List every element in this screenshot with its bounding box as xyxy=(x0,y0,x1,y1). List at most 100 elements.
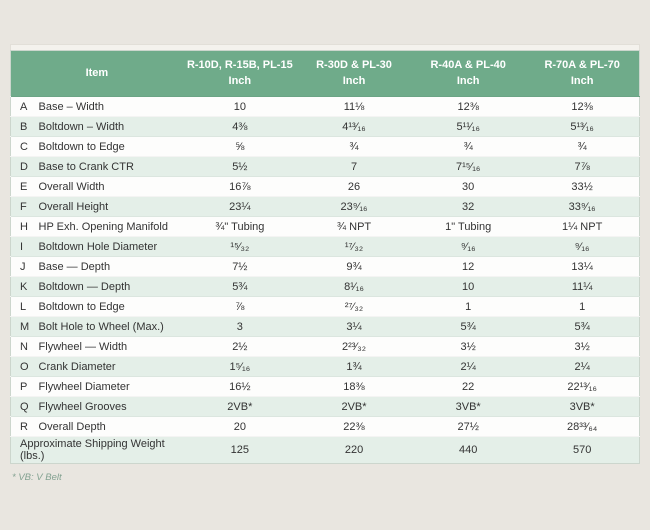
row-value: 2¼ xyxy=(411,357,525,377)
row-letter: L xyxy=(11,297,37,317)
spec-row-L: L Boltdown to Edge ⅞ ²⁷⁄₃₂ 1 1 xyxy=(11,297,640,317)
row-item-label: Boltdown Hole Diameter xyxy=(37,237,183,257)
row-item-label: Base to Crank CTR xyxy=(37,157,183,177)
row-value: 12⅜ xyxy=(411,97,525,117)
row-value: 5¾ xyxy=(183,277,297,297)
row-value: 1" Tubing xyxy=(411,217,525,237)
row-item-label: Flywheel Grooves xyxy=(37,397,183,417)
column-header-unit: Inch xyxy=(228,74,252,87)
spec-row-K: K Boltdown — Depth 5¾ 8¹⁄₁₆ 10 11¼ xyxy=(10,276,640,297)
row-value: 7⅞ xyxy=(525,157,639,177)
spec-row-F: F Overall Height 23¼ 23⁹⁄₁₆ 32 33⁹⁄₁₆ xyxy=(10,196,640,217)
row-item-label: HP Exh. Opening Manifold xyxy=(37,217,183,237)
column-header-unit: Inch xyxy=(570,74,594,87)
card-top-strip xyxy=(10,44,640,50)
row-value: 4⅜ xyxy=(183,117,297,137)
row-value: 4¹³⁄₁₆ xyxy=(297,117,411,137)
row-value: ⅝ xyxy=(183,137,297,157)
row-letter: R xyxy=(11,417,37,437)
row-value: 5½ xyxy=(183,157,297,177)
column-header-model-4: R-70A & PL-70 Inch xyxy=(525,50,640,97)
row-item-label: Base – Width xyxy=(37,97,183,117)
spec-row-D: D Base to Crank CTR 5½ 7 7¹⁵⁄₁₆ 7⅞ xyxy=(10,156,640,177)
header-row: Item R-10D, R-15B, PL-15 Inch R-30D & PL… xyxy=(10,50,640,97)
row-value: 16⅞ xyxy=(183,177,297,197)
spec-row-M: M Bolt Hole to Wheel (Max.) 3 3¼ 5¾ 5¾ xyxy=(10,316,640,337)
row-item-label: Overall Height xyxy=(37,197,183,217)
row-value: 12 xyxy=(411,257,525,277)
row-value: 7½ xyxy=(183,257,297,277)
spec-table: Item R-10D, R-15B, PL-15 Inch R-30D & PL… xyxy=(10,50,640,464)
row-letter: Q xyxy=(11,397,37,417)
row-letter: I xyxy=(11,237,37,257)
column-header-unit: Inch xyxy=(456,74,480,87)
row-value: 1¾ xyxy=(297,357,411,377)
column-header-unit: Inch xyxy=(342,74,366,87)
spec-row-J: J Base — Depth 7½ 9¾ 12 13¼ xyxy=(11,257,640,277)
row-value: 2¼ xyxy=(525,357,639,377)
row-item-label: Boltdown to Edge xyxy=(37,297,183,317)
row-value: 5¾ xyxy=(411,317,525,337)
row-item-label: Boltdown — Depth xyxy=(37,277,183,297)
row-value: 26 xyxy=(297,177,411,197)
row-item-label: Boltdown to Edge xyxy=(37,137,183,157)
spec-row-H: H HP Exh. Opening Manifold ¾" Tubing ¾ NPT 1… xyxy=(11,217,640,237)
row-value: 5¹¹⁄₁₆ xyxy=(411,117,525,137)
row-letter: K xyxy=(11,277,37,297)
row-letter: J xyxy=(11,257,37,277)
column-header-item: Item xyxy=(10,50,183,97)
row-value: 3VB* xyxy=(525,397,639,417)
row-item-label: Crank Diameter xyxy=(37,357,183,377)
spec-row-B: B Boltdown – Width 4⅜ 4¹³⁄₁₆ 5¹¹⁄₁₆ 5¹³⁄₁₆ xyxy=(10,116,640,137)
row-value: 7 xyxy=(297,157,411,177)
column-header-label: R-40A & PL-40 xyxy=(430,58,506,71)
column-header-model-1: R-10D, R-15B, PL-15 Inch xyxy=(182,50,297,97)
row-value: 16½ xyxy=(183,377,297,397)
row-value: ¾ xyxy=(525,137,639,157)
row-item-label: Flywheel — Width xyxy=(37,337,183,357)
row-value: ¾ NPT xyxy=(297,217,411,237)
row-value: 28³³⁄₆₄ xyxy=(525,417,639,437)
table-header: Item R-10D, R-15B, PL-15 Inch R-30D & PL… xyxy=(10,50,640,97)
row-value: 27½ xyxy=(411,417,525,437)
row-item-label: Base — Depth xyxy=(37,257,183,277)
row-value: 13¼ xyxy=(525,257,639,277)
row-letter: D xyxy=(11,157,37,177)
shipping-weight-label: Approximate Shipping Weight (lbs.) xyxy=(11,437,183,464)
row-letter: O xyxy=(11,357,37,377)
column-header-label: R-10D, R-15B, PL-15 xyxy=(186,58,293,71)
row-value: 1⁵⁄₁₆ xyxy=(183,357,297,377)
column-header-model-3: R-40A & PL-40 Inch xyxy=(411,50,526,97)
row-letter: A xyxy=(11,97,37,117)
row-value: 30 xyxy=(411,177,525,197)
row-value: ⅞ xyxy=(183,297,297,317)
column-header-label: R-70A & PL-70 xyxy=(544,58,620,71)
spec-row-P: P Flywheel Diameter 16½ 18⅜ 22 22¹³⁄₁₆ xyxy=(11,377,640,397)
row-letter: E xyxy=(11,177,37,197)
row-value: 33½ xyxy=(525,177,639,197)
row-value: 2VB* xyxy=(183,397,297,417)
row-value: ¹⁷⁄₃₂ xyxy=(297,237,411,257)
row-value: 3½ xyxy=(525,337,639,357)
row-value: ⁹⁄₁₆ xyxy=(525,237,639,257)
row-item-label: Overall Depth xyxy=(37,417,183,437)
row-value: 22 xyxy=(411,377,525,397)
shipping-weight-value: 220 xyxy=(297,437,411,464)
row-value: 1 xyxy=(525,297,639,317)
row-value: 5¹³⁄₁₆ xyxy=(525,117,639,137)
column-header-label: R-30D & PL-30 xyxy=(316,58,392,71)
spec-row-N: N Flywheel — Width 2½ 2²³⁄₃₂ 3½ 3½ xyxy=(11,337,640,357)
row-value: 10 xyxy=(183,97,297,117)
row-letter: N xyxy=(11,337,37,357)
spec-row-I: I Boltdown Hole Diameter ¹⁵⁄₃₂ ¹⁷⁄₃₂ ⁹⁄₁₆ ⁹⁄₁… xyxy=(10,236,640,257)
row-letter: B xyxy=(11,117,37,137)
row-item-label: Bolt Hole to Wheel (Max.) xyxy=(37,317,183,337)
row-letter: C xyxy=(11,137,37,157)
spec-row-C: C Boltdown to Edge ⅝ ¾ ¾ ¾ xyxy=(11,137,640,157)
row-value: 33⁹⁄₁₆ xyxy=(525,197,639,217)
row-value: 2²³⁄₃₂ xyxy=(297,337,411,357)
spec-row-A: A Base – Width 10 11⅛ 12⅜ 12⅜ xyxy=(11,97,640,117)
row-item-label: Overall Width xyxy=(37,177,183,197)
row-value: 3VB* xyxy=(411,397,525,417)
